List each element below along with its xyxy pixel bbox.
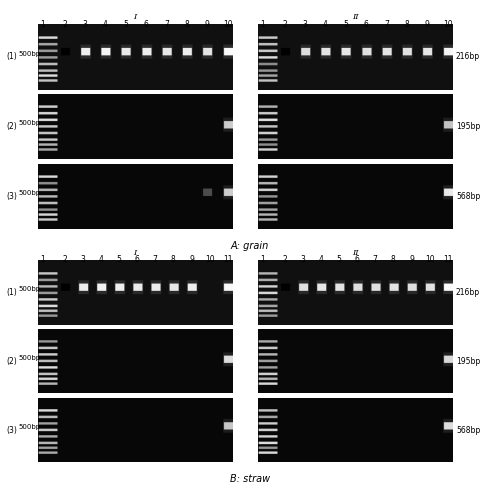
Text: 4: 4	[323, 20, 328, 29]
Text: 7: 7	[384, 20, 389, 29]
Text: 3: 3	[300, 256, 306, 264]
Text: 1: 1	[40, 20, 44, 29]
Text: (3): (3)	[6, 192, 18, 201]
Text: 10: 10	[424, 256, 434, 264]
Text: 10: 10	[443, 20, 452, 29]
Text: 500bp: 500bp	[19, 286, 41, 292]
Text: (1): (1)	[6, 288, 17, 296]
Text: 8: 8	[404, 20, 409, 29]
Text: 3: 3	[80, 256, 86, 264]
Text: 9: 9	[205, 20, 210, 29]
Text: 11: 11	[223, 256, 232, 264]
Text: 4: 4	[103, 20, 108, 29]
Text: 6: 6	[364, 20, 368, 29]
Text: 500bp: 500bp	[19, 51, 41, 57]
Text: 6: 6	[354, 256, 360, 264]
Text: 5: 5	[116, 256, 121, 264]
Text: 568bp: 568bp	[456, 426, 480, 434]
Text: 500bp: 500bp	[19, 424, 41, 430]
Text: 7: 7	[373, 256, 378, 264]
Text: (2): (2)	[6, 357, 17, 365]
Text: 500bp: 500bp	[19, 355, 41, 361]
Text: 8: 8	[171, 256, 175, 264]
Text: 3: 3	[82, 20, 87, 29]
Text: 1: 1	[40, 256, 44, 264]
Text: 5: 5	[344, 20, 348, 29]
Text: (3): (3)	[6, 426, 18, 434]
Text: 9: 9	[189, 256, 194, 264]
Text: I: I	[134, 249, 136, 257]
Text: 5: 5	[336, 256, 342, 264]
Text: II: II	[352, 13, 358, 21]
Text: 1: 1	[260, 256, 265, 264]
Text: 6: 6	[144, 20, 148, 29]
Text: 10: 10	[204, 256, 214, 264]
Text: 4: 4	[98, 256, 103, 264]
Text: 568bp: 568bp	[456, 192, 480, 201]
Text: 9: 9	[409, 256, 414, 264]
Text: 500bp: 500bp	[19, 190, 41, 196]
Text: 2: 2	[282, 20, 287, 29]
Text: I: I	[134, 13, 136, 21]
Text: 11: 11	[443, 256, 452, 264]
Text: 8: 8	[391, 256, 396, 264]
Text: 2: 2	[62, 20, 67, 29]
Text: 3: 3	[302, 20, 308, 29]
Text: 8: 8	[184, 20, 190, 29]
Text: 2: 2	[62, 256, 67, 264]
Text: A: grain: A: grain	[231, 241, 269, 251]
Text: (1): (1)	[6, 52, 17, 61]
Text: 2: 2	[282, 256, 287, 264]
Text: 10: 10	[223, 20, 232, 29]
Text: 9: 9	[425, 20, 430, 29]
Text: 216bp: 216bp	[456, 288, 480, 296]
Text: 4: 4	[318, 256, 324, 264]
Text: B: straw: B: straw	[230, 474, 270, 484]
Text: 1: 1	[260, 20, 265, 29]
Text: (2): (2)	[6, 122, 17, 131]
Text: II: II	[352, 249, 358, 257]
Text: 195bp: 195bp	[456, 122, 480, 131]
Text: 7: 7	[153, 256, 158, 264]
Text: 6: 6	[134, 256, 140, 264]
Text: 216bp: 216bp	[456, 52, 480, 61]
Text: 7: 7	[164, 20, 169, 29]
Text: 5: 5	[124, 20, 128, 29]
Text: 195bp: 195bp	[456, 357, 480, 365]
Text: 500bp: 500bp	[19, 121, 41, 126]
